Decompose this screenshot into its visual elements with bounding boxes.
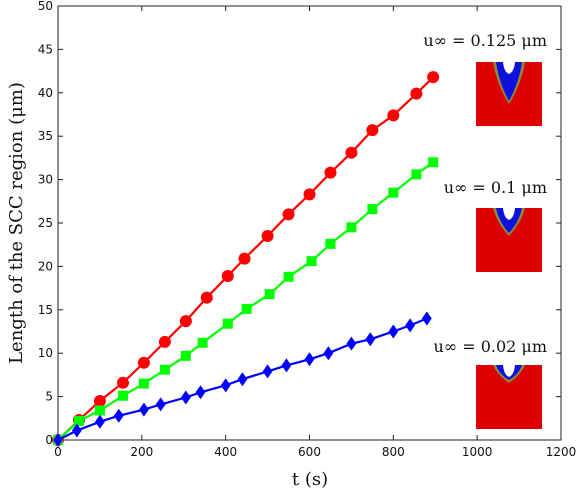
data-point-circle <box>158 335 171 348</box>
data-point-diamond <box>220 378 231 393</box>
data-point-square <box>241 303 252 314</box>
data-point-diamond <box>405 318 415 333</box>
data-point-diamond <box>113 408 124 423</box>
data-point-diamond <box>304 352 315 367</box>
data-point-circle <box>410 87 423 100</box>
annotation-u-002: u∞ = 0.02 μm <box>434 337 548 356</box>
data-point-square <box>264 289 275 300</box>
data-point-circle <box>324 166 337 179</box>
data-point-diamond <box>53 433 63 447</box>
data-point-circle <box>200 291 213 304</box>
data-point-circle <box>303 188 316 201</box>
data-point-square <box>388 187 399 198</box>
x-tick-label: 800 <box>382 445 405 459</box>
inset-crack <box>503 62 515 74</box>
inset-scc-region <box>496 62 522 101</box>
y-tick-label: 50 <box>38 0 53 13</box>
crack-tip-insets <box>476 62 542 429</box>
data-point-square <box>94 405 105 416</box>
data-point-diamond <box>139 402 149 417</box>
data-point-diamond <box>346 336 357 351</box>
data-point-square <box>411 169 422 180</box>
data-point-square <box>222 318 233 329</box>
y-axis-ticks: 0 5 10 15 20 25 30 35 40 45 50 <box>38 0 561 447</box>
data-point-circle <box>221 269 234 282</box>
y-tick-label: 40 <box>38 86 53 100</box>
data-point-diamond <box>237 372 248 387</box>
y-tick-label: 0 <box>45 433 53 447</box>
y-axis-label: Length of the SCC region (μm) <box>6 82 27 364</box>
series-diamond <box>53 311 432 447</box>
inset-scc-region <box>496 208 522 233</box>
x-tick-label: 1200 <box>546 445 577 459</box>
data-point-circle <box>427 71 440 84</box>
data-point-circle <box>179 315 192 328</box>
data-point-circle <box>93 394 106 407</box>
y-tick-label: 45 <box>38 42 53 56</box>
data-point-diamond <box>421 311 432 326</box>
data-point-square <box>159 364 170 375</box>
data-point-square <box>138 378 149 389</box>
data-point-circle <box>137 356 150 369</box>
y-tick-label: 35 <box>38 129 53 143</box>
data-point-square <box>428 157 439 168</box>
series-layer <box>52 71 440 447</box>
data-point-diamond <box>262 364 273 379</box>
x-tick-label: 0 <box>54 445 62 459</box>
x-tick-label: 200 <box>130 445 153 459</box>
data-point-square <box>117 390 128 401</box>
data-point-diamond <box>71 423 82 438</box>
inset-crack <box>503 208 515 220</box>
data-point-diamond <box>388 324 399 339</box>
inset-crack <box>503 365 515 377</box>
data-point-square <box>325 238 336 249</box>
y-tick-label: 10 <box>38 346 53 360</box>
data-point-circle <box>116 376 129 389</box>
y-tick-label: 5 <box>45 390 53 404</box>
data-point-square <box>367 204 378 215</box>
data-point-square <box>346 222 357 233</box>
data-point-diamond <box>95 414 105 429</box>
data-point-diamond <box>281 358 292 373</box>
data-point-circle <box>261 230 274 243</box>
y-tick-label: 15 <box>38 303 53 317</box>
crack-tip-inset <box>476 208 542 272</box>
annotation-u-0125: u∞ = 0.125 μm <box>423 31 547 50</box>
data-point-circle <box>387 109 400 122</box>
crack-tip-inset <box>476 62 542 126</box>
x-tick-label: 400 <box>214 445 237 459</box>
y-tick-label: 25 <box>38 216 53 230</box>
y-tick-label: 20 <box>38 259 53 273</box>
x-tick-label: 1000 <box>462 445 493 459</box>
data-point-square <box>197 337 208 348</box>
data-point-square <box>283 271 294 282</box>
x-axis-ticks: 0 200 400 600 800 1000 1200 <box>54 6 576 459</box>
data-point-diamond <box>195 385 206 400</box>
y-tick-label: 30 <box>38 173 53 187</box>
data-point-circle <box>238 252 251 265</box>
data-point-diamond <box>365 332 376 347</box>
data-point-diamond <box>155 397 166 412</box>
data-point-square <box>180 350 191 361</box>
data-point-square <box>73 415 84 426</box>
crack-tip-inset <box>476 365 542 429</box>
data-point-circle <box>366 124 379 137</box>
data-point-circle <box>345 146 358 159</box>
x-tick-label: 600 <box>298 445 321 459</box>
data-point-diamond <box>180 390 191 405</box>
annotation-u-01: u∞ = 0.1 μm <box>444 178 547 197</box>
data-point-square <box>306 256 317 267</box>
data-point-circle <box>282 208 295 221</box>
data-point-diamond <box>323 346 334 361</box>
x-axis-label: t (s) <box>292 469 328 490</box>
